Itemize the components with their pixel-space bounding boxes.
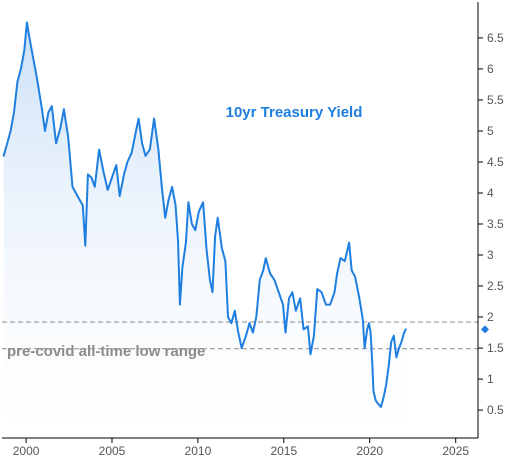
yield-line	[2, 21, 407, 408]
y-tick-label: 1	[487, 372, 494, 386]
y-tick-label: 2.5	[487, 279, 504, 293]
x-tick-label: 2000	[13, 444, 40, 458]
y-tick-label: 5	[487, 124, 494, 138]
y-tick-label: 1.5	[487, 341, 504, 355]
y-tick-label: 6.5	[487, 31, 504, 45]
x-tick-label: 2020	[356, 444, 383, 458]
x-tick-label: 2010	[185, 444, 212, 458]
x-tick-label: 2005	[99, 444, 126, 458]
y-tick-label: 4	[487, 186, 494, 200]
y-tick-label: 3.5	[487, 217, 504, 231]
y-tick-label: 4.5	[487, 155, 504, 169]
last-value-marker	[481, 325, 489, 334]
y-tick-label: 2	[487, 310, 494, 324]
y-tick-label: 5.5	[487, 93, 504, 107]
x-tick-label: 2015	[270, 444, 297, 458]
y-tick-label: 3	[487, 248, 494, 262]
x-tick-label: 2025	[442, 444, 469, 458]
y-tick-label: 0.5	[487, 403, 504, 417]
band-annotation-label: pre-covid all-time low range	[7, 343, 205, 360]
y-tick-label: 6	[487, 62, 494, 76]
series-label: 10yr Treasury Yield	[226, 104, 363, 121]
